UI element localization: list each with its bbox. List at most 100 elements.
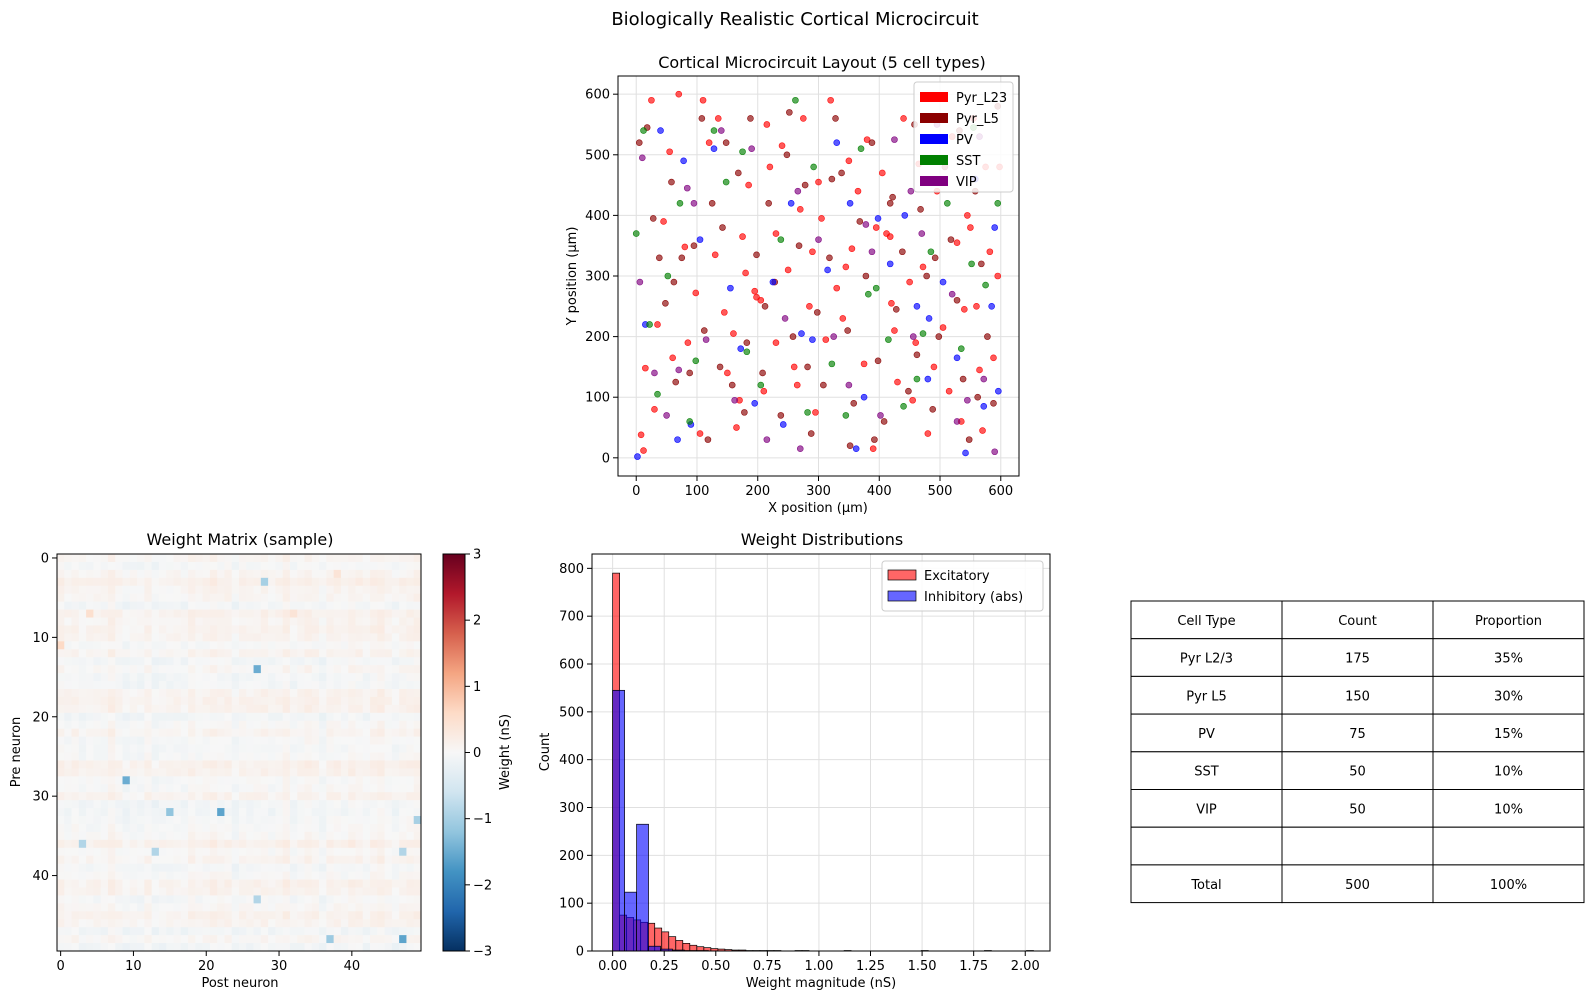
heatmap-cell xyxy=(202,561,211,571)
heatmap-cell xyxy=(57,641,65,650)
heatmap-cell xyxy=(202,776,211,785)
heatmap-cell xyxy=(57,855,65,865)
heatmap-cell xyxy=(71,665,80,674)
heatmap-cell xyxy=(166,887,174,896)
heatmap-cell xyxy=(209,609,218,618)
histogram-panel: Weight Distributions 0.00 0.25 0.50 0.75 1.0… xyxy=(538,530,1051,991)
heatmap-cell xyxy=(391,681,400,690)
heatmap-cell xyxy=(78,823,87,833)
heatmap-cell xyxy=(311,728,320,738)
heatmap-cell xyxy=(137,554,145,563)
heatmap-cell xyxy=(326,911,335,920)
scatter-point xyxy=(727,284,734,292)
heatmap-cell xyxy=(202,903,211,912)
heatmap-cell xyxy=(78,879,87,888)
heatmap-cell xyxy=(86,696,94,706)
heatmap-cell xyxy=(253,760,262,769)
heatmap-cell xyxy=(311,831,320,841)
heatmap-cell xyxy=(355,935,364,944)
heatmap-cell xyxy=(377,784,385,793)
heatmap-cell xyxy=(246,903,254,912)
scatter-point xyxy=(743,348,751,356)
heatmap-cell xyxy=(137,800,145,809)
heatmap-cell xyxy=(129,609,138,618)
heatmap-cell xyxy=(282,665,291,674)
heatmap-cell xyxy=(71,554,80,563)
heatmap-cell xyxy=(391,736,400,745)
heatmap-cell xyxy=(115,911,123,920)
heatmap-cell xyxy=(209,665,218,674)
heatmap-cell xyxy=(289,792,298,801)
heatmap-cell xyxy=(166,911,174,920)
heatmap-cell xyxy=(253,657,262,666)
heatmap-cell xyxy=(297,863,305,872)
heatmap-cell xyxy=(144,768,153,777)
heatmap-cell xyxy=(166,681,174,690)
heatmap-cell xyxy=(209,712,218,722)
heatmap-cell xyxy=(188,688,196,698)
heatmap-cell xyxy=(282,744,291,753)
heatmap-cell xyxy=(57,577,65,587)
scatter-point xyxy=(696,236,704,243)
scatter-point xyxy=(640,447,647,454)
heatmap-cell xyxy=(239,585,247,595)
heatmap-cell xyxy=(166,625,174,634)
scatter-point xyxy=(818,215,825,222)
scatter-point xyxy=(874,215,882,222)
heatmap-cell xyxy=(57,736,65,745)
heatmap-cell xyxy=(158,943,167,952)
heatmap-cell xyxy=(275,839,284,849)
heatmap-cell xyxy=(311,784,320,793)
heatmap-cell xyxy=(57,895,65,904)
heatmap-cell xyxy=(297,688,305,698)
heatmap-cell xyxy=(209,871,218,880)
heatmap-cell xyxy=(413,561,422,571)
scatter-point xyxy=(901,212,909,219)
heatmap-cell xyxy=(122,919,131,928)
heatmap-cell xyxy=(391,554,400,563)
heatmap-cell xyxy=(260,688,269,698)
heatmap-cell xyxy=(246,792,254,801)
heatmap-cell xyxy=(289,688,298,698)
heatmap-cell xyxy=(406,585,415,595)
heatmap-cell xyxy=(158,800,167,809)
scatter-point xyxy=(690,199,698,207)
heatmap-cell xyxy=(326,609,335,618)
heatmap-cell xyxy=(282,736,291,745)
heatmap-cell xyxy=(304,903,313,912)
heatmap-cell xyxy=(297,696,305,706)
heatmap-cell xyxy=(173,800,182,809)
heatmap-cell xyxy=(348,673,356,682)
heatmap-cell xyxy=(282,728,291,738)
heatmap-cell xyxy=(231,768,240,777)
heatmap-cell xyxy=(151,847,160,857)
heatmap-cell xyxy=(144,935,153,944)
heatmap-cell xyxy=(122,633,131,642)
heatmap-cell xyxy=(260,657,269,666)
heatmap-cell xyxy=(224,641,233,650)
heatmap-cell xyxy=(282,871,291,880)
heatmap-cell xyxy=(217,792,225,801)
heatmap-cell xyxy=(377,577,385,587)
heatmap-cell xyxy=(289,736,298,745)
heatmap-cell xyxy=(348,871,356,880)
heatmap-cell xyxy=(333,927,342,936)
heatmap-cell xyxy=(297,728,305,738)
heatmap-cell xyxy=(166,760,174,769)
heatmap-cell xyxy=(297,704,305,714)
heatmap-cell xyxy=(144,665,153,674)
heatmap-cell xyxy=(348,776,356,785)
scatter-point xyxy=(717,127,725,134)
heatmap-cell xyxy=(289,823,298,833)
heatmap-cell xyxy=(333,569,342,579)
heatmap-cell xyxy=(115,784,123,793)
heatmap-cell xyxy=(209,696,218,706)
heatmap-cell xyxy=(166,704,174,714)
heatmap-cell xyxy=(86,919,94,928)
heatmap-cell xyxy=(209,792,218,801)
heatmap-cell xyxy=(289,728,298,738)
heatmap-cell xyxy=(377,808,385,817)
heatmap-cell xyxy=(268,808,276,817)
heatmap-cell xyxy=(384,593,393,603)
heatmap-cell xyxy=(370,776,378,785)
